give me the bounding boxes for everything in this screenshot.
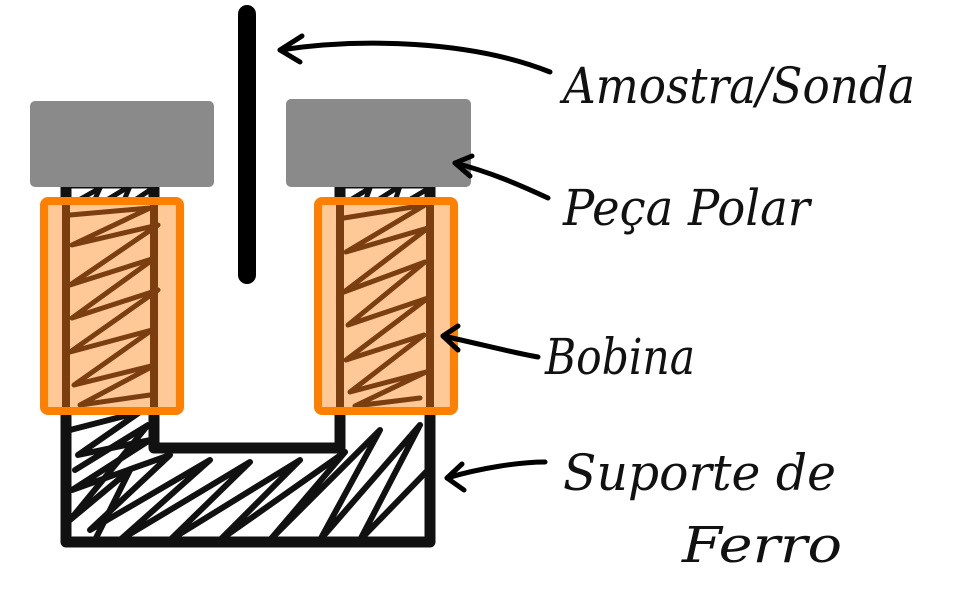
sample-label: Amostra/Sonda — [559, 57, 915, 115]
support-label-line2: Ferro — [681, 516, 842, 574]
pole-piece-arrow — [452, 153, 551, 201]
coil-label: Bobina — [544, 328, 695, 386]
coil-left — [40, 197, 184, 415]
pole-piece-label: Peça Polar — [562, 179, 813, 237]
iron-support-hatch — [67, 409, 430, 542]
support-arrow — [444, 459, 548, 493]
pole-piece-right — [286, 99, 471, 187]
support-label-line1: Suporte de — [563, 444, 836, 502]
coil-right — [314, 197, 458, 415]
coil-arrow — [440, 323, 541, 360]
pole-piece-left — [30, 101, 214, 187]
sample-arrow — [277, 33, 553, 75]
